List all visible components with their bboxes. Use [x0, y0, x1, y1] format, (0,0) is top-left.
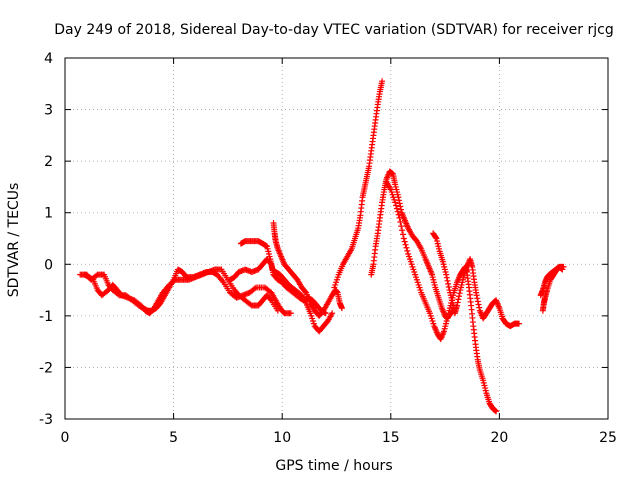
- data-point: [560, 263, 567, 270]
- data-point: [443, 274, 450, 281]
- series-track-k: [539, 263, 567, 314]
- data-point: [395, 211, 402, 218]
- data-point: [402, 241, 409, 248]
- series-track-i: [430, 230, 522, 330]
- y-tick-label: -2: [39, 360, 53, 376]
- grid-lines: [65, 58, 608, 419]
- data-point: [392, 199, 399, 206]
- data-point: [302, 288, 309, 295]
- data-point: [329, 310, 336, 317]
- data-point: [404, 247, 411, 254]
- data-point: [397, 218, 404, 225]
- data-point: [455, 296, 462, 303]
- data-point: [393, 205, 400, 212]
- data-point: [393, 202, 400, 209]
- x-tick-label: 20: [490, 430, 508, 446]
- data-point: [445, 283, 452, 290]
- series-track-e: [270, 220, 345, 319]
- data-point: [445, 280, 452, 287]
- data-point: [396, 214, 403, 221]
- series-track-h: [383, 178, 500, 415]
- x-tick-label: 10: [273, 430, 291, 446]
- data-point: [399, 231, 406, 238]
- data-point: [515, 320, 522, 327]
- x-tick-label: 25: [599, 430, 617, 446]
- data-point: [474, 298, 481, 305]
- series-track-g: [368, 168, 457, 322]
- data-point: [396, 200, 403, 207]
- y-tick-label: 4: [44, 51, 53, 67]
- data-point: [399, 227, 406, 234]
- data-point: [401, 238, 408, 245]
- plot-frame: [64, 57, 609, 420]
- data-point: [443, 271, 450, 278]
- y-tick-label: 0: [44, 257, 53, 273]
- y-tick-label: 3: [44, 103, 53, 119]
- data-point: [400, 235, 407, 242]
- data-point: [251, 285, 258, 292]
- y-tick-label: -1: [39, 309, 53, 325]
- y-tick-label: 2: [44, 154, 53, 170]
- data-point: [444, 277, 451, 284]
- data-point: [456, 290, 463, 297]
- x-axis-label: GPS time / hours: [275, 458, 392, 474]
- data-point: [171, 277, 178, 284]
- data-point: [403, 244, 410, 251]
- y-tick-label: 1: [44, 206, 53, 222]
- y-tick-label: -3: [39, 412, 53, 428]
- data-point: [287, 310, 294, 317]
- y-axis: -3 -2 -1 0 1 2 3 4: [39, 51, 608, 428]
- data-point: [398, 223, 405, 230]
- series-track-f: [331, 78, 386, 291]
- data-point: [476, 304, 483, 311]
- y-axis-label: SDTVAR / TECUs: [6, 183, 22, 298]
- data-point: [267, 296, 274, 303]
- series-track-d: [237, 238, 336, 335]
- data-point: [247, 301, 254, 308]
- series-track-b: [81, 266, 281, 317]
- x-tick-label: 5: [169, 430, 178, 446]
- data-point: [475, 301, 482, 308]
- data-point: [456, 293, 463, 300]
- data-point: [473, 292, 480, 299]
- chart-title: Day 249 of 2018, Sidereal Day-to-day VTE…: [54, 22, 613, 38]
- data-point: [379, 78, 386, 85]
- x-tick-label: 0: [61, 430, 70, 446]
- data-point: [274, 307, 281, 314]
- data-point: [398, 206, 405, 213]
- data-point: [397, 203, 404, 210]
- data-marks: [77, 78, 567, 415]
- data-point: [493, 408, 500, 415]
- data-point: [93, 272, 100, 279]
- data-point: [394, 208, 401, 215]
- data-point: [338, 305, 345, 312]
- data-point: [454, 302, 461, 309]
- data-point: [474, 295, 481, 302]
- x-axis: 0 5 10 15 20 25: [61, 58, 617, 446]
- data-point: [432, 234, 439, 241]
- data-point: [454, 299, 461, 306]
- x-tick-label: 15: [382, 430, 400, 446]
